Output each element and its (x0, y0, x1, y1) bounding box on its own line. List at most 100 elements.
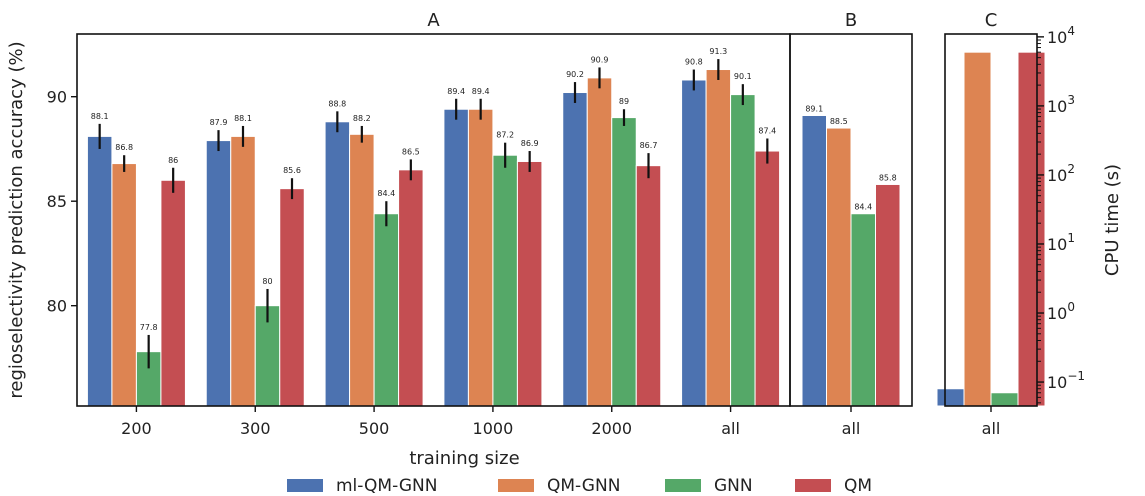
bar-a-qm-2000 (635, 165, 662, 407)
bar-a-qm-gnn-300 (230, 135, 256, 407)
y-tick-exponent: 4 (1067, 24, 1075, 38)
y-axis-label: regioselectivity prediction accuracy (%) (6, 41, 27, 398)
bar-c-ml-qm-gnn (936, 388, 965, 407)
y-tick-label-c: 103 (1047, 93, 1075, 116)
x-tick-label-a: 300 (240, 419, 271, 438)
y-tick-base: 10 (1047, 304, 1067, 323)
data-label-a: 86.9 (521, 139, 539, 148)
bar-c-qm-gnn (963, 51, 992, 407)
data-label-a: 88.2 (353, 114, 371, 123)
bar-c-qm (1017, 51, 1046, 407)
x-axis-label: training size (409, 448, 519, 469)
legend-swatch-ml-qm-gnn (287, 479, 323, 492)
bar-a-qm-200 (160, 179, 186, 407)
y-tick-label-a: 90 (47, 88, 67, 107)
bar-b-qm-gnn (826, 127, 852, 407)
y-tick-exponent: 1 (1067, 231, 1075, 245)
data-label-a: 84.4 (377, 189, 395, 198)
bar-a-qm-gnn-200 (111, 163, 137, 407)
bar-a-ml-qm-gnn-200 (86, 135, 113, 407)
y-tick-label-c: 102 (1047, 162, 1075, 185)
bar-a-gnn-500 (373, 213, 400, 407)
data-label-b: 85.8 (879, 173, 897, 182)
data-label-a: 89.4 (472, 87, 490, 96)
y-tick-base: 10 (1047, 373, 1067, 392)
data-label-a: 86.7 (640, 141, 658, 150)
bar-a-ml-qm-gnn-all (681, 79, 707, 407)
panel-c-title: C (985, 10, 998, 31)
data-label-a: 89 (619, 97, 629, 106)
data-label-a: 87.4 (758, 126, 776, 135)
y-axis-label-c: CPU time (s) (1102, 164, 1123, 276)
bar-a-gnn-1000 (492, 154, 518, 407)
data-label-b: 88.5 (830, 117, 848, 126)
y-tick-label-a: 85 (47, 192, 67, 211)
y-tick-label-c: 101 (1047, 231, 1075, 254)
bar-a-qm-gnn-500 (349, 133, 375, 407)
bar-b-qm (875, 183, 901, 407)
y-tick-label-c: 104 (1047, 24, 1075, 47)
y-tick-exponent: 2 (1067, 162, 1075, 176)
y-tick-exponent: −1 (1067, 369, 1085, 383)
x-tick-label-a: 2000 (591, 419, 632, 438)
panel-b: 89.1 88.5 84.4 85.8 all B (789, 10, 913, 438)
data-label-a: 86 (168, 156, 178, 165)
bar-b-ml-qm-gnn (801, 115, 827, 407)
data-label-b: 84.4 (854, 203, 872, 212)
legend-label: GNN (714, 476, 753, 496)
data-label-a: 91.3 (709, 47, 727, 56)
legend-swatch-qm (795, 479, 831, 492)
bar-a-gnn-2000 (611, 117, 637, 407)
bar-a-ml-qm-gnn-300 (205, 140, 232, 407)
x-tick-label-a: 500 (359, 419, 390, 438)
data-label-a: 87.2 (496, 131, 514, 140)
bar-a-qm-500 (398, 169, 424, 407)
data-label-b: 89.1 (805, 105, 823, 114)
x-tick-label-a: 200 (121, 419, 152, 438)
data-label-a: 87.9 (210, 118, 228, 127)
data-label-a: 88.8 (328, 99, 346, 108)
bar-a-gnn-all (730, 94, 756, 407)
data-label-a: 88.1 (91, 112, 109, 121)
data-label-a: 80 (262, 277, 272, 286)
x-tick-label-a: all (721, 419, 740, 438)
data-label-a: 86.5 (402, 147, 420, 156)
data-label-a: 90.2 (566, 70, 584, 79)
legend-label: ml-QM-GNN (336, 476, 437, 496)
panel-b-title: B (845, 10, 857, 31)
bar-a-qm-300 (279, 188, 305, 407)
data-label-a: 90.1 (734, 72, 752, 81)
legend-swatch-qm-gnn (498, 479, 534, 492)
y-tick-exponent: 3 (1067, 93, 1075, 107)
legend: ml-QM-GNN QM-GNN GNN QM (287, 476, 872, 496)
bar-a-ml-qm-gnn-500 (324, 121, 351, 407)
data-label-a: 89.4 (447, 87, 465, 96)
y-tick-label-c: 100 (1047, 300, 1075, 323)
legend-swatch-gnn (665, 479, 701, 492)
panel-a: 88.1 87.9 88.8 89.4 90.2 90.8 86.8 88.1 88.2 89.4… (6, 10, 791, 469)
y-tick-base: 10 (1047, 28, 1067, 47)
x-tick-label-c: all (982, 419, 1001, 438)
bar-a-qm-1000 (516, 160, 543, 407)
data-label-a: 88.1 (234, 114, 252, 123)
panel-a-title: A (427, 10, 440, 31)
data-label-a: 77.8 (140, 323, 158, 332)
y-tick-base: 10 (1047, 97, 1067, 116)
bar-a-ml-qm-gnn-1000 (443, 108, 469, 407)
y-tick-base: 10 (1047, 235, 1067, 254)
data-label-a: 86.8 (115, 143, 133, 152)
bar-a-qm-gnn-all (705, 69, 732, 407)
bar-b-gnn (850, 213, 876, 407)
bar-a-qm-gnn-1000 (467, 108, 494, 407)
x-tick-label-a: 1000 (473, 419, 514, 438)
bar-a-ml-qm-gnn-2000 (562, 92, 588, 407)
bar-a-qm-all (754, 150, 781, 407)
bar-a-qm-gnn-2000 (586, 77, 613, 407)
y-tick-label-a: 80 (47, 297, 67, 316)
legend-label: QM-GNN (547, 476, 620, 496)
y-tick-label-c: 10−1 (1047, 369, 1085, 392)
data-label-a: 90.9 (591, 55, 609, 64)
y-tick-base: 10 (1047, 166, 1067, 185)
